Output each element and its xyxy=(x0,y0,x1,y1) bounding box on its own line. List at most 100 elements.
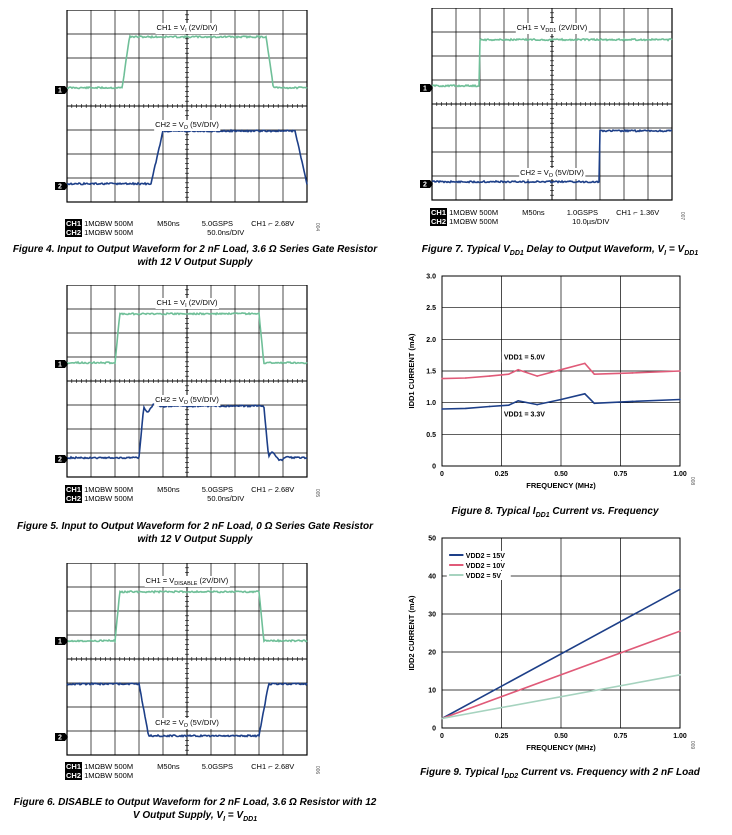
caption-line2: V Output Supply, VI = VDD1 xyxy=(132,810,258,823)
ch2-trace xyxy=(431,128,673,184)
ch2-settings: 1MΩBW 500M xyxy=(84,771,134,780)
timebase: M50ns xyxy=(522,208,545,217)
figure-id: 004 xyxy=(314,222,321,232)
ch1-settings: 1MΩBW 500M xyxy=(449,208,499,217)
scope-figure-5: CH1 = VI (2V/DIV) CH2 = VO (5V/DIV) 1 2 CH1… xyxy=(55,285,330,515)
ch2-label: CH2 = VO (5V/DIV) xyxy=(155,120,219,131)
series-label-bg xyxy=(501,408,554,420)
y-tick-label: 0 xyxy=(432,726,436,733)
caption-line1: Figure 4. Input to Output Waveform for 2… xyxy=(12,244,378,255)
data-point xyxy=(465,377,467,379)
x-tick-label: 0.25 xyxy=(495,471,509,478)
ch1-label: CH1 = VI (2V/DIV) xyxy=(157,298,218,309)
ch1-tag: CH1 xyxy=(65,485,83,494)
ch2-label-bg xyxy=(154,120,221,131)
y-tick-label: 1.0 xyxy=(426,400,436,407)
ch1-trace xyxy=(66,34,308,90)
time-scale: 50.0ns/DIV xyxy=(207,494,245,503)
figure-id: 005 xyxy=(314,488,321,498)
data-point xyxy=(679,630,681,632)
ch2-settings: 1MΩBW 500M xyxy=(84,228,134,237)
x-tick-label: 0.50 xyxy=(554,471,568,478)
y-tick-label: 10 xyxy=(428,688,436,695)
caption-figure-9: Figure 9. Typical IDD2 Current vs. Frequ… xyxy=(400,766,720,783)
ch2-label: CH2 = VO (5V/DIV) xyxy=(520,168,584,179)
status-row1: CH1 1MΩBW 500M M50ns 1.0GSPS CH1 ⌐ 1.36V xyxy=(430,208,659,217)
ch1-marker-text: 1 xyxy=(423,86,427,93)
figure-id: 007 xyxy=(679,211,686,221)
data-point xyxy=(517,368,519,371)
x-tick-label: 1.00 xyxy=(673,471,687,478)
y-tick-label: 40 xyxy=(428,574,436,581)
ch2-tag: CH2 xyxy=(430,217,448,226)
trigger: CH1 ⌐ 1.36V xyxy=(616,208,660,217)
ch2-marker-arrow xyxy=(430,180,433,188)
data-point xyxy=(584,393,586,395)
ch2-marker-text: 2 xyxy=(58,735,62,742)
legend-bg xyxy=(446,571,511,580)
sample-rate: 1.0GSPS xyxy=(566,208,599,217)
ch1-marker xyxy=(55,360,65,368)
status-row1: CH1 1MΩBW 500M M50ns 5.0GSPS CH1 ⌐ 2.68V xyxy=(65,762,294,771)
timebase: M50ns xyxy=(157,485,180,494)
sample-rate: 5.0GSPS xyxy=(201,762,234,771)
legend-entry-1: VDD2 = 10V xyxy=(466,563,505,570)
vi-symbol: VI = VDD1 xyxy=(216,810,258,823)
scope-figure-4: CH1 = VI (2V/DIV) CH2 = VO (5V/DIV) 1 2 CH1… xyxy=(55,10,330,265)
ch2-marker-arrow xyxy=(65,455,68,463)
ch1-tag: CH1 xyxy=(65,219,83,228)
caption-figure-7: Figure 7. Typical VDD1 Delay to Output W… xyxy=(400,243,720,260)
caption-line1: Figure 6. DISABLE to Output Waveform for… xyxy=(13,797,377,808)
timebase: M50ns xyxy=(157,219,180,228)
data-point xyxy=(631,372,634,374)
ch2-marker-text: 2 xyxy=(423,182,427,189)
ch2-tag: CH2 xyxy=(65,771,83,780)
chart-svg-fig8: 0 0.25 0.50 0.75 1.00 0 0.5 1.0 1.5 2.0 2.5 3.0 FREQ… xyxy=(407,274,687,491)
ch1-marker-text: 1 xyxy=(58,88,62,95)
ch1-marker-arrow xyxy=(430,84,433,92)
series-label-0: VDD1 = 5.0V xyxy=(504,355,545,362)
ch2-tag: CH2 xyxy=(65,228,83,237)
series-label-bg xyxy=(501,351,554,363)
series-line-1 xyxy=(441,630,681,720)
data-point xyxy=(593,402,596,405)
chart-svg-fig9: 0 0.25 0.50 0.75 1.00 0 10 20 30 40 50 FREQUENCY (M… xyxy=(407,536,687,753)
data-point xyxy=(465,407,467,410)
series-line-2 xyxy=(441,674,681,720)
ch1-label: CH1 = VI (2V/DIV) xyxy=(157,23,218,34)
caption-line1: Figure 8. Typical IDD1 Current vs. Frequ… xyxy=(451,506,659,519)
ch1-marker-text: 1 xyxy=(58,639,62,646)
x-tick-label: 0.75 xyxy=(614,733,628,740)
y-axis-label: IDD1 CURRENT (mA) xyxy=(407,333,416,409)
trigger: CH1 ⌐ 2.68V xyxy=(251,485,295,494)
x-tick-label: 1.00 xyxy=(673,733,687,740)
scope-screen-fig5: CH1 = VI (2V/DIV) CH2 = VO (5V/DIV) 1 2 xyxy=(55,285,308,478)
ch2-settings: 1MΩBW 500M xyxy=(449,217,499,226)
status-row2: CH2 1MΩBW 500M 50.0ns/DIV xyxy=(65,494,244,503)
ch1-label: CH1 = VDD1 (2V/DIV) xyxy=(517,23,588,34)
ch1-label-bg xyxy=(144,576,230,587)
time-scale: 50.0ns/DIV xyxy=(207,228,245,237)
data-point xyxy=(679,588,681,591)
scope-screen-fig4: CH1 = VI (2V/DIV) CH2 = VO (5V/DIV) 1 2 xyxy=(55,10,308,203)
ch2-tag: CH2 xyxy=(65,494,83,503)
ch1-marker-arrow xyxy=(65,637,68,645)
series-label-1: VDD1 = 3.3V xyxy=(504,412,545,419)
ch2-label-bg xyxy=(154,718,221,729)
figure-id: 006 xyxy=(314,765,321,775)
ch1-marker-arrow xyxy=(65,360,68,368)
data-point xyxy=(517,399,519,402)
y-tick-label: 2.5 xyxy=(426,305,436,312)
x-tick-label: 0 xyxy=(440,471,444,478)
legend-entry-2: VDD2 = 5V xyxy=(466,573,502,580)
timebase: M50ns xyxy=(157,762,180,771)
caption-figure-8: Figure 8. Typical IDD1 Current vs. Frequ… xyxy=(400,505,710,522)
ch1-settings: 1MΩBW 500M xyxy=(84,485,134,494)
data-point xyxy=(488,405,491,408)
ch1-marker-arrow xyxy=(65,86,68,94)
data-point xyxy=(593,373,596,375)
status-row2: CH2 1MΩBW 500M 10.0µs/DIV xyxy=(430,217,609,226)
ch2-label: CH2 = VO (5V/DIV) xyxy=(155,718,219,729)
y-tick-label: 1.5 xyxy=(426,369,436,376)
scope-screen-fig6: CH1 = VDISABLE (2V/DIV) CH2 = VO (5V/DIV)… xyxy=(55,563,308,756)
